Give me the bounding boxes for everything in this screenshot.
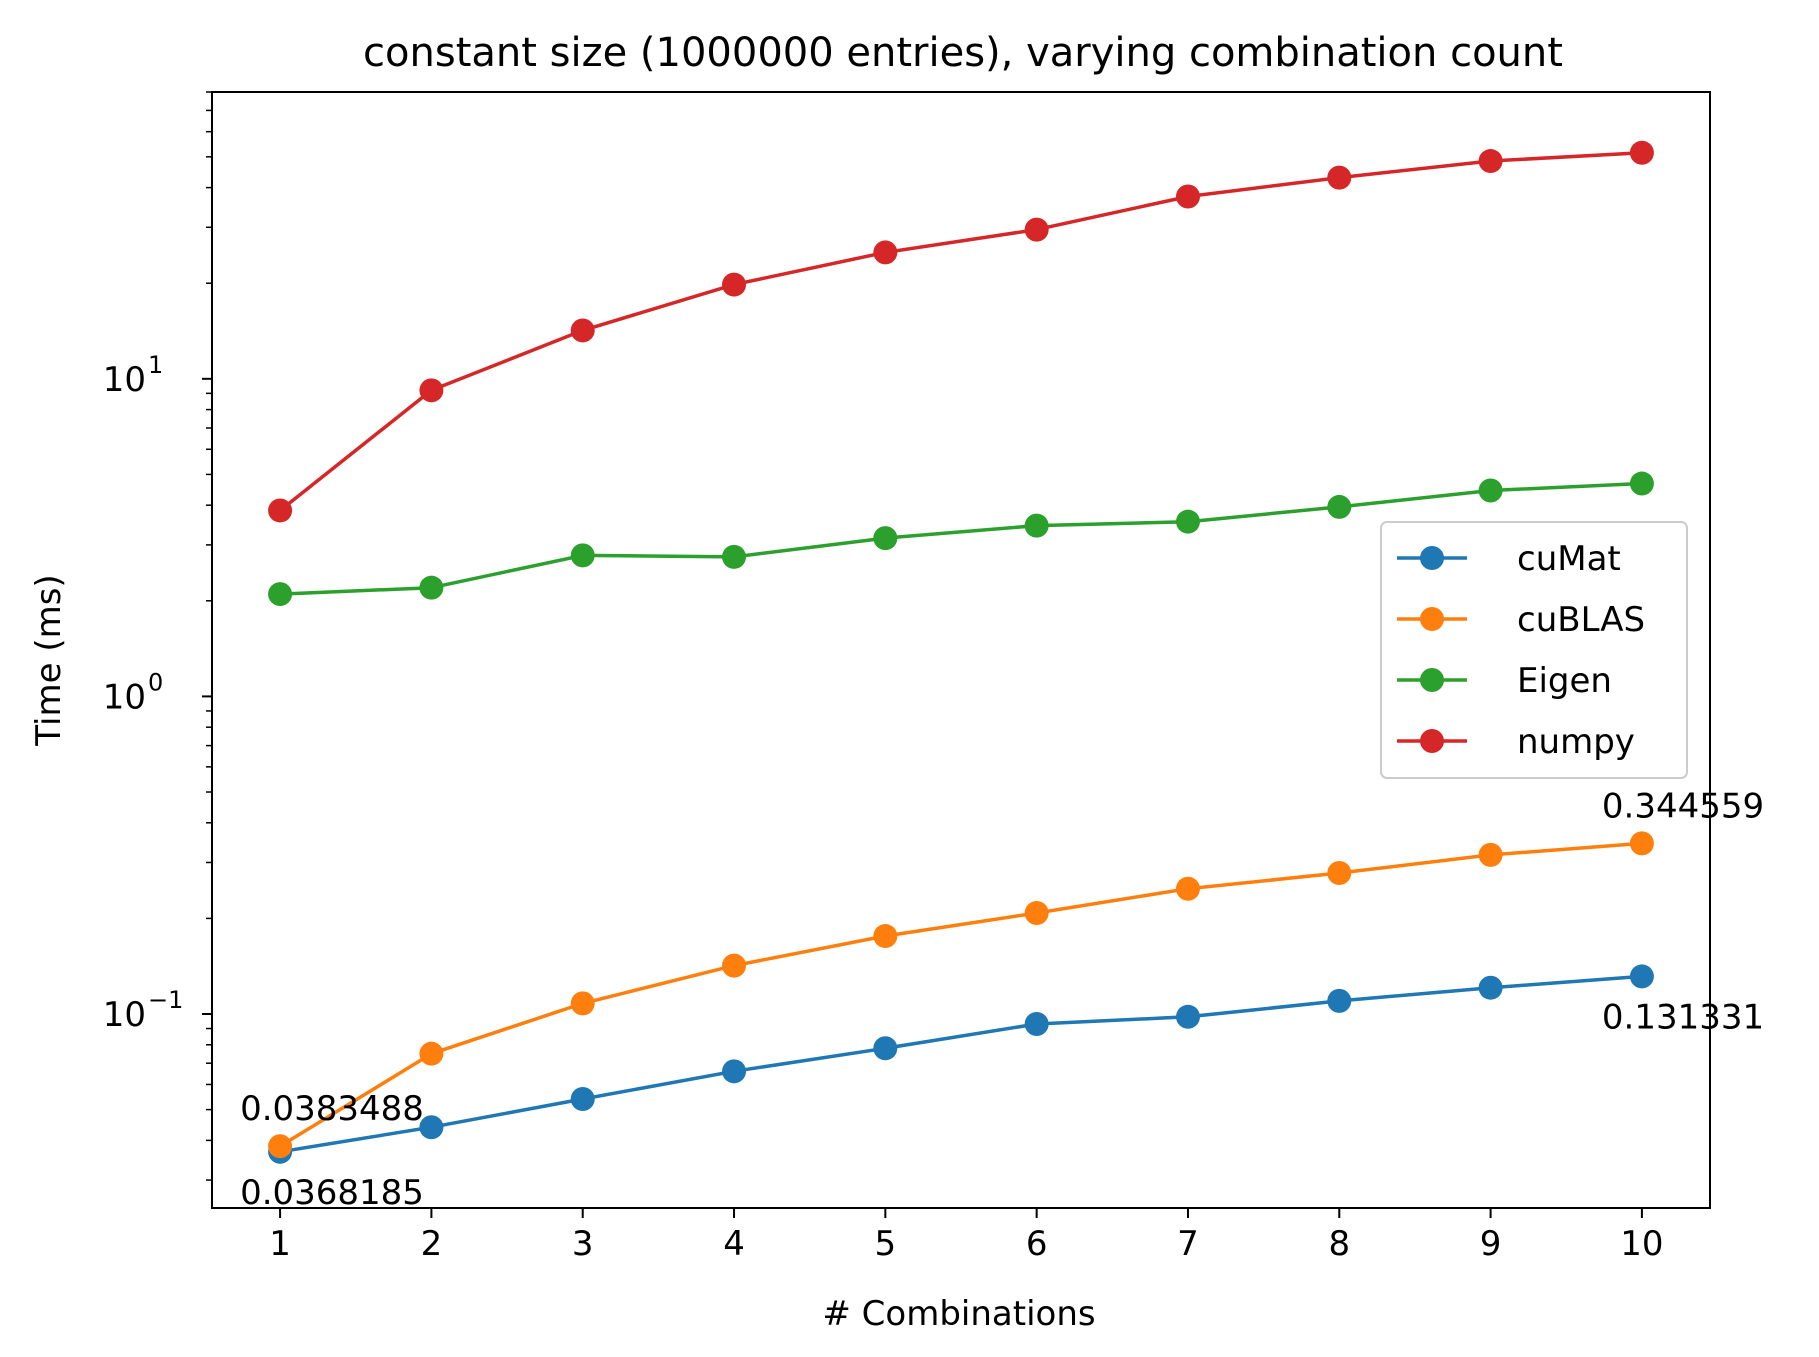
chart-title: constant size (1000000 entries), varying…	[363, 30, 1563, 76]
series-line-numpy	[279, 151, 1642, 512]
x-tick-label-4: 4	[723, 1224, 745, 1264]
data-point-cuBLAS-6	[1024, 900, 1049, 925]
legend-box	[1380, 521, 1688, 779]
data-point-numpy-8	[1327, 165, 1352, 190]
data-point-Eigen-2	[419, 575, 444, 600]
data-point-cuMat-8	[1327, 988, 1352, 1013]
y-tick-label-exp-0.1: −1	[148, 986, 183, 1014]
data-point-Eigen-5	[873, 526, 898, 551]
data-point-cuBLAS-7	[1175, 876, 1200, 901]
data-point-cuBLAS-3	[570, 991, 595, 1016]
y-tick-label-base-1: 10	[103, 677, 146, 717]
series-line-cuBLAS	[279, 841, 1643, 1148]
legend-label-cuMat: cuMat	[1517, 539, 1621, 579]
annotation-3: 0.131331	[1602, 997, 1764, 1037]
data-point-cuMat-7	[1175, 1004, 1200, 1029]
legend-label-numpy: numpy	[1517, 722, 1635, 762]
x-tick-label-10: 10	[1620, 1224, 1663, 1264]
legend-label-cuBLAS: cuBLAS	[1517, 600, 1645, 640]
data-point-numpy-7	[1175, 184, 1200, 209]
x-axis-ticks: 1 2 3 4 5 6 7 8 9 10	[269, 1208, 1664, 1264]
x-tick-label-5: 5	[875, 1224, 897, 1264]
data-point-numpy-3	[570, 318, 595, 343]
data-point-numpy-1	[268, 498, 293, 523]
data-point-cuBLAS-10	[1629, 831, 1654, 856]
data-point-numpy-5	[873, 240, 898, 265]
x-tick-label-1: 1	[269, 1224, 291, 1264]
data-point-cuBLAS-4	[722, 953, 747, 978]
data-point-Eigen-1	[268, 582, 293, 607]
plot-area	[211, 91, 1711, 1209]
y-tick-label-exp-10: 1	[148, 351, 163, 379]
axes-frame	[211, 91, 1711, 1209]
annotation-1: 0.0368185	[240, 1173, 424, 1213]
data-point-cuBLAS-1	[268, 1134, 293, 1159]
y-tick-label-base-0.1: 10	[103, 995, 146, 1035]
data-point-Eigen-7	[1175, 509, 1200, 534]
x-tick-label-9: 9	[1480, 1224, 1502, 1264]
x-tick-label-2: 2	[421, 1224, 443, 1264]
y-axis-label: Time (ms)	[29, 574, 69, 746]
x-tick-label-6: 6	[1026, 1224, 1048, 1264]
data-point-cuBLAS-9	[1478, 842, 1503, 867]
legend-marker-Eigen	[1420, 668, 1444, 692]
legend: cuMat cuBLAS Eigen numpy	[1380, 521, 1688, 779]
data-point-numpy-2	[419, 378, 444, 403]
legend-marker-numpy	[1420, 729, 1444, 753]
data-point-Eigen-3	[570, 543, 595, 568]
data-point-numpy-9	[1478, 149, 1503, 174]
data-point-cuMat-4	[722, 1059, 747, 1084]
series-line-Eigen	[280, 481, 1642, 596]
data-point-Eigen-6	[1024, 513, 1049, 538]
data-point-cuMat-9	[1478, 975, 1503, 1000]
y-tick-label-exp-1: 0	[148, 668, 163, 696]
data-point-cuMat-6	[1024, 1012, 1049, 1037]
data-point-Eigen-4	[722, 544, 747, 569]
x-axis-label: # Combinations	[822, 1294, 1095, 1334]
legend-label-Eigen: Eigen	[1517, 661, 1612, 701]
data-point-cuMat-2	[419, 1115, 444, 1140]
data-annotations: 0.0383488 0.0368185 0.344559 0.131331	[240, 786, 1764, 1212]
data-point-cuMat-3	[570, 1086, 595, 1111]
data-point-numpy-4	[722, 272, 747, 297]
y-tick-label-base-10: 10	[103, 360, 146, 400]
data-point-Eigen-9	[1478, 478, 1503, 503]
annotation-0: 0.0383488	[240, 1089, 424, 1129]
legend-marker-cuMat	[1420, 546, 1444, 570]
data-point-numpy-10	[1629, 140, 1654, 165]
data-point-cuBLAS-5	[873, 924, 898, 949]
data-point-cuBLAS-2	[419, 1041, 444, 1066]
series-line-cuMat	[279, 974, 1643, 1154]
legend-marker-cuBLAS	[1420, 607, 1444, 631]
x-tick-label-7: 7	[1177, 1224, 1199, 1264]
data-point-Eigen-10	[1629, 471, 1654, 496]
annotation-2: 0.344559	[1602, 786, 1764, 826]
data-point-cuMat-10	[1629, 964, 1654, 989]
data-point-cuBLAS-8	[1327, 860, 1352, 885]
data-point-numpy-6	[1024, 217, 1049, 242]
data-point-Eigen-8	[1327, 494, 1352, 519]
x-tick-label-3: 3	[572, 1224, 594, 1264]
x-tick-label-8: 8	[1328, 1224, 1350, 1264]
data-point-cuMat-5	[873, 1036, 898, 1061]
